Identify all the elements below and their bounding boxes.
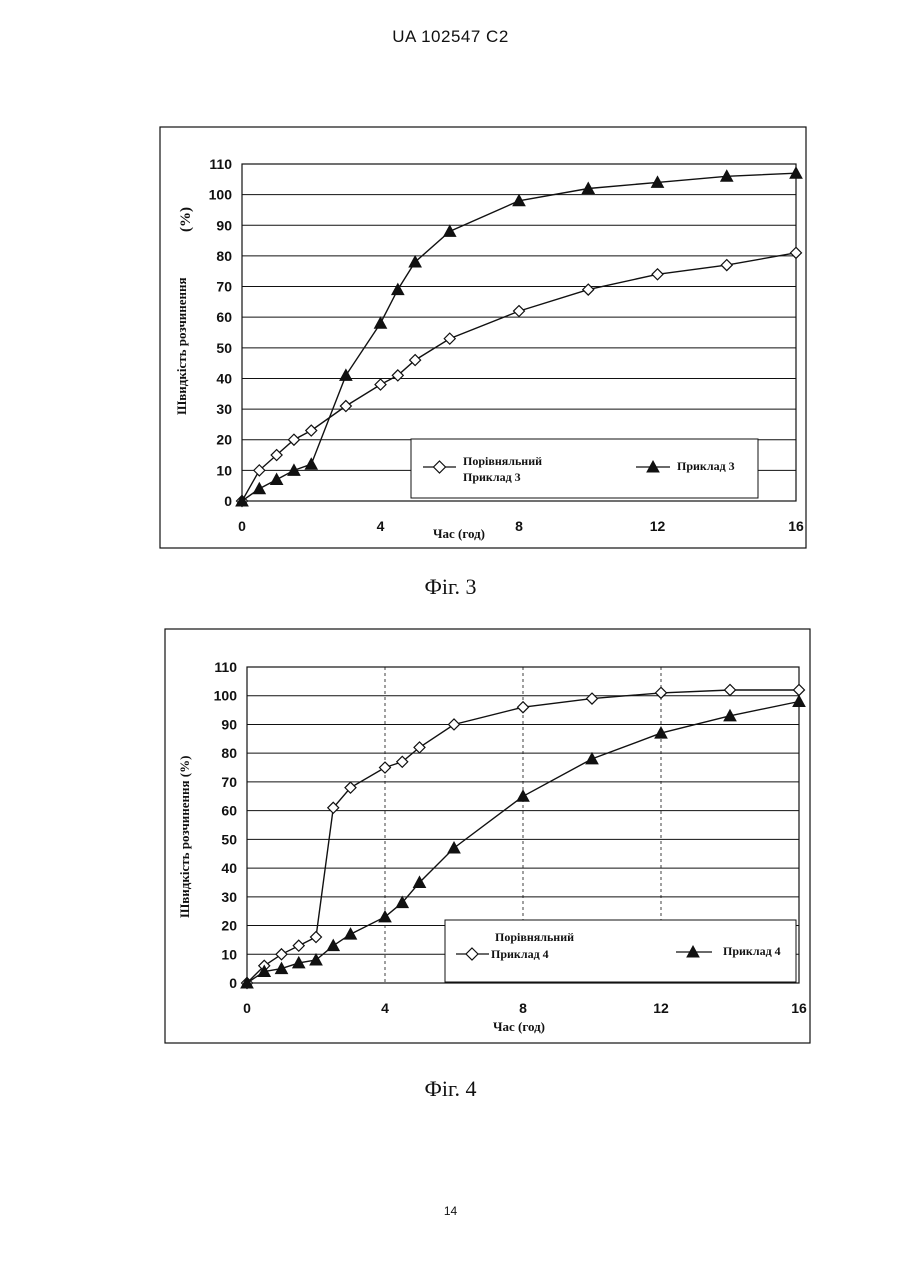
- figure-4-series-2-triangle-point: [327, 940, 339, 951]
- figure-4-x-tick-label: 12: [653, 1000, 669, 1016]
- figure-4-series-1-diamond-point: [725, 684, 736, 695]
- figure-4-series-2-triangle-point: [586, 753, 598, 764]
- figure-3-y-tick-label: 50: [216, 340, 232, 356]
- figure-3-series-1-diamond-point: [444, 333, 455, 344]
- figure-3-y-tick-label: 110: [209, 156, 232, 172]
- figure-3-series-2-triangle-point: [392, 284, 404, 295]
- figure-4: 0 10 20 30 40 50 60 70 80 90 100 110 0 4 8 12 16 Швидкі…: [165, 629, 810, 1043]
- figure-4-y-axis-label: Швидкість розчинення (%): [177, 756, 192, 918]
- figure-3-series-1-diamond-point: [306, 425, 317, 436]
- figure-4-x-tick-label: 16: [791, 1000, 807, 1016]
- figure-3-series-2-triangle-point: [375, 317, 387, 328]
- figure-4-y-tick-label: 60: [221, 803, 237, 819]
- figure-4-y-tick-label: 90: [221, 716, 237, 732]
- figure-3-legend: Порівняльний Приклад 3 Приклад 3: [411, 439, 758, 498]
- page-number: 14: [0, 1204, 901, 1218]
- figure-4-series-1-diamond-point: [380, 762, 391, 773]
- figure-4-series-1-diamond-point: [293, 940, 304, 951]
- figure-3-y-tick-label: 60: [216, 309, 232, 325]
- figure-3-y-tick-label: 70: [216, 279, 232, 295]
- figure-4-series-2-triangle-point: [793, 695, 805, 706]
- figure-3-y-tick-label: 30: [216, 401, 232, 417]
- figure-4-legend: Порівняльний Приклад 4 Приклад 4: [445, 920, 796, 982]
- figure-4-series-2-triangle-point: [517, 790, 529, 801]
- figure-3-legend-entry-1-line-2: Приклад 3: [463, 470, 521, 484]
- figure-4-series-1-diamond-point: [276, 949, 287, 960]
- figure-3-x-axis-label: Час (год): [433, 526, 485, 541]
- figure-3-y-axis-label: Швидкість розчинення: [174, 277, 189, 415]
- figure-3-y-tick-label: 100: [209, 187, 233, 203]
- figure-3-series-2-triangle-point: [444, 225, 456, 236]
- figure-4-series-2-triangle-point: [448, 842, 460, 853]
- figure-3-y-tick-label: 0: [224, 493, 232, 509]
- figure-4-y-tick-label: 30: [221, 889, 237, 905]
- figure-4-x-tick-label: 4: [381, 1000, 389, 1016]
- figure-4-x-axis-label: Час (год): [493, 1019, 545, 1034]
- figure-3-x-tick-label: 12: [650, 518, 666, 534]
- figure-4-series-2-triangle-point: [276, 963, 288, 974]
- figure-4-series-1-diamond-point: [518, 702, 529, 713]
- figure-3-series-1-diamond-point: [340, 401, 351, 412]
- figure-3-series-1-diamond-point: [791, 247, 802, 258]
- figure-4-x-tick-label: 0: [243, 1000, 251, 1016]
- figure-3: 0 10 20 30 40 50 60 70 80 90 100 110 0 4 8 12 16 Швидкі…: [160, 127, 806, 548]
- figure-3-caption: Фіг. 3: [0, 574, 901, 600]
- figure-3-series-2-triangle-point: [253, 483, 265, 494]
- figure-3-series-2-triangle-point: [271, 474, 283, 485]
- figure-3-y-tick-label: 40: [216, 370, 232, 386]
- figure-3-legend-entry-1-line-1: Порівняльний: [463, 454, 542, 468]
- figure-4-y-tick-label: 110: [214, 659, 237, 675]
- figure-3-series-1-diamond-point: [514, 306, 525, 317]
- figure-3-x-tick-label: 16: [788, 518, 804, 534]
- figure-3-x-tick-label: 8: [515, 518, 523, 534]
- figure-3-series-2-triangle-point: [340, 369, 352, 380]
- figure-3-series-1-diamond-point: [375, 379, 386, 390]
- figure-3-series-1-diamond-point: [721, 260, 732, 271]
- figure-4-legend-entry-2: Приклад 4: [723, 944, 781, 958]
- figure-3-series-2-triangle-point: [305, 458, 317, 469]
- figure-3-x-tick-label: 4: [377, 518, 385, 534]
- figure-4-x-tick-label: 8: [519, 1000, 527, 1016]
- figure-3-legend-entry-2: Приклад 3: [677, 459, 735, 473]
- figure-4-series-1-diamond-point: [311, 932, 322, 943]
- figure-4-y-tick-label: 10: [221, 946, 237, 962]
- figure-3-y-tick-label: 80: [216, 248, 232, 264]
- figure-4-series-1-diamond-point: [794, 684, 805, 695]
- figure-3-series-1-diamond-point: [583, 284, 594, 295]
- figure-4-y-tick-label: 80: [221, 745, 237, 761]
- figure-3-y-tick-label: 90: [216, 217, 232, 233]
- figure-3-y-tick-label: 10: [216, 462, 232, 478]
- figure-3-series-1-diamond-point: [652, 269, 663, 280]
- figure-4-y-tick-label: 50: [221, 831, 237, 847]
- figure-4-y-tick-label: 40: [221, 860, 237, 876]
- figure-4-y-tick-label: 70: [221, 774, 237, 790]
- figure-4-legend-entry-1-line-1: Порівняльний: [495, 930, 574, 944]
- figure-4-y-tick-label: 0: [229, 975, 237, 991]
- figure-4-y-tick-label: 100: [214, 688, 238, 704]
- figure-4-y-tick-label: 20: [221, 918, 237, 934]
- figure-4-legend-entry-1-line-2: Приклад 4: [491, 947, 549, 961]
- figure-4-series-1-diamond-point: [587, 693, 598, 704]
- figure-4-series-2-triangle-point: [345, 928, 357, 939]
- figure-3-y-tick-label: 20: [216, 432, 232, 448]
- figure-4-caption: Фіг. 4: [0, 1076, 901, 1102]
- figure-4-series-1-diamond-point: [656, 687, 667, 698]
- figure-3-y-axis-unit: (%): [178, 207, 194, 232]
- figure-3-x-tick-label: 0: [238, 518, 246, 534]
- figure-4-series-1-diamond-point: [449, 719, 460, 730]
